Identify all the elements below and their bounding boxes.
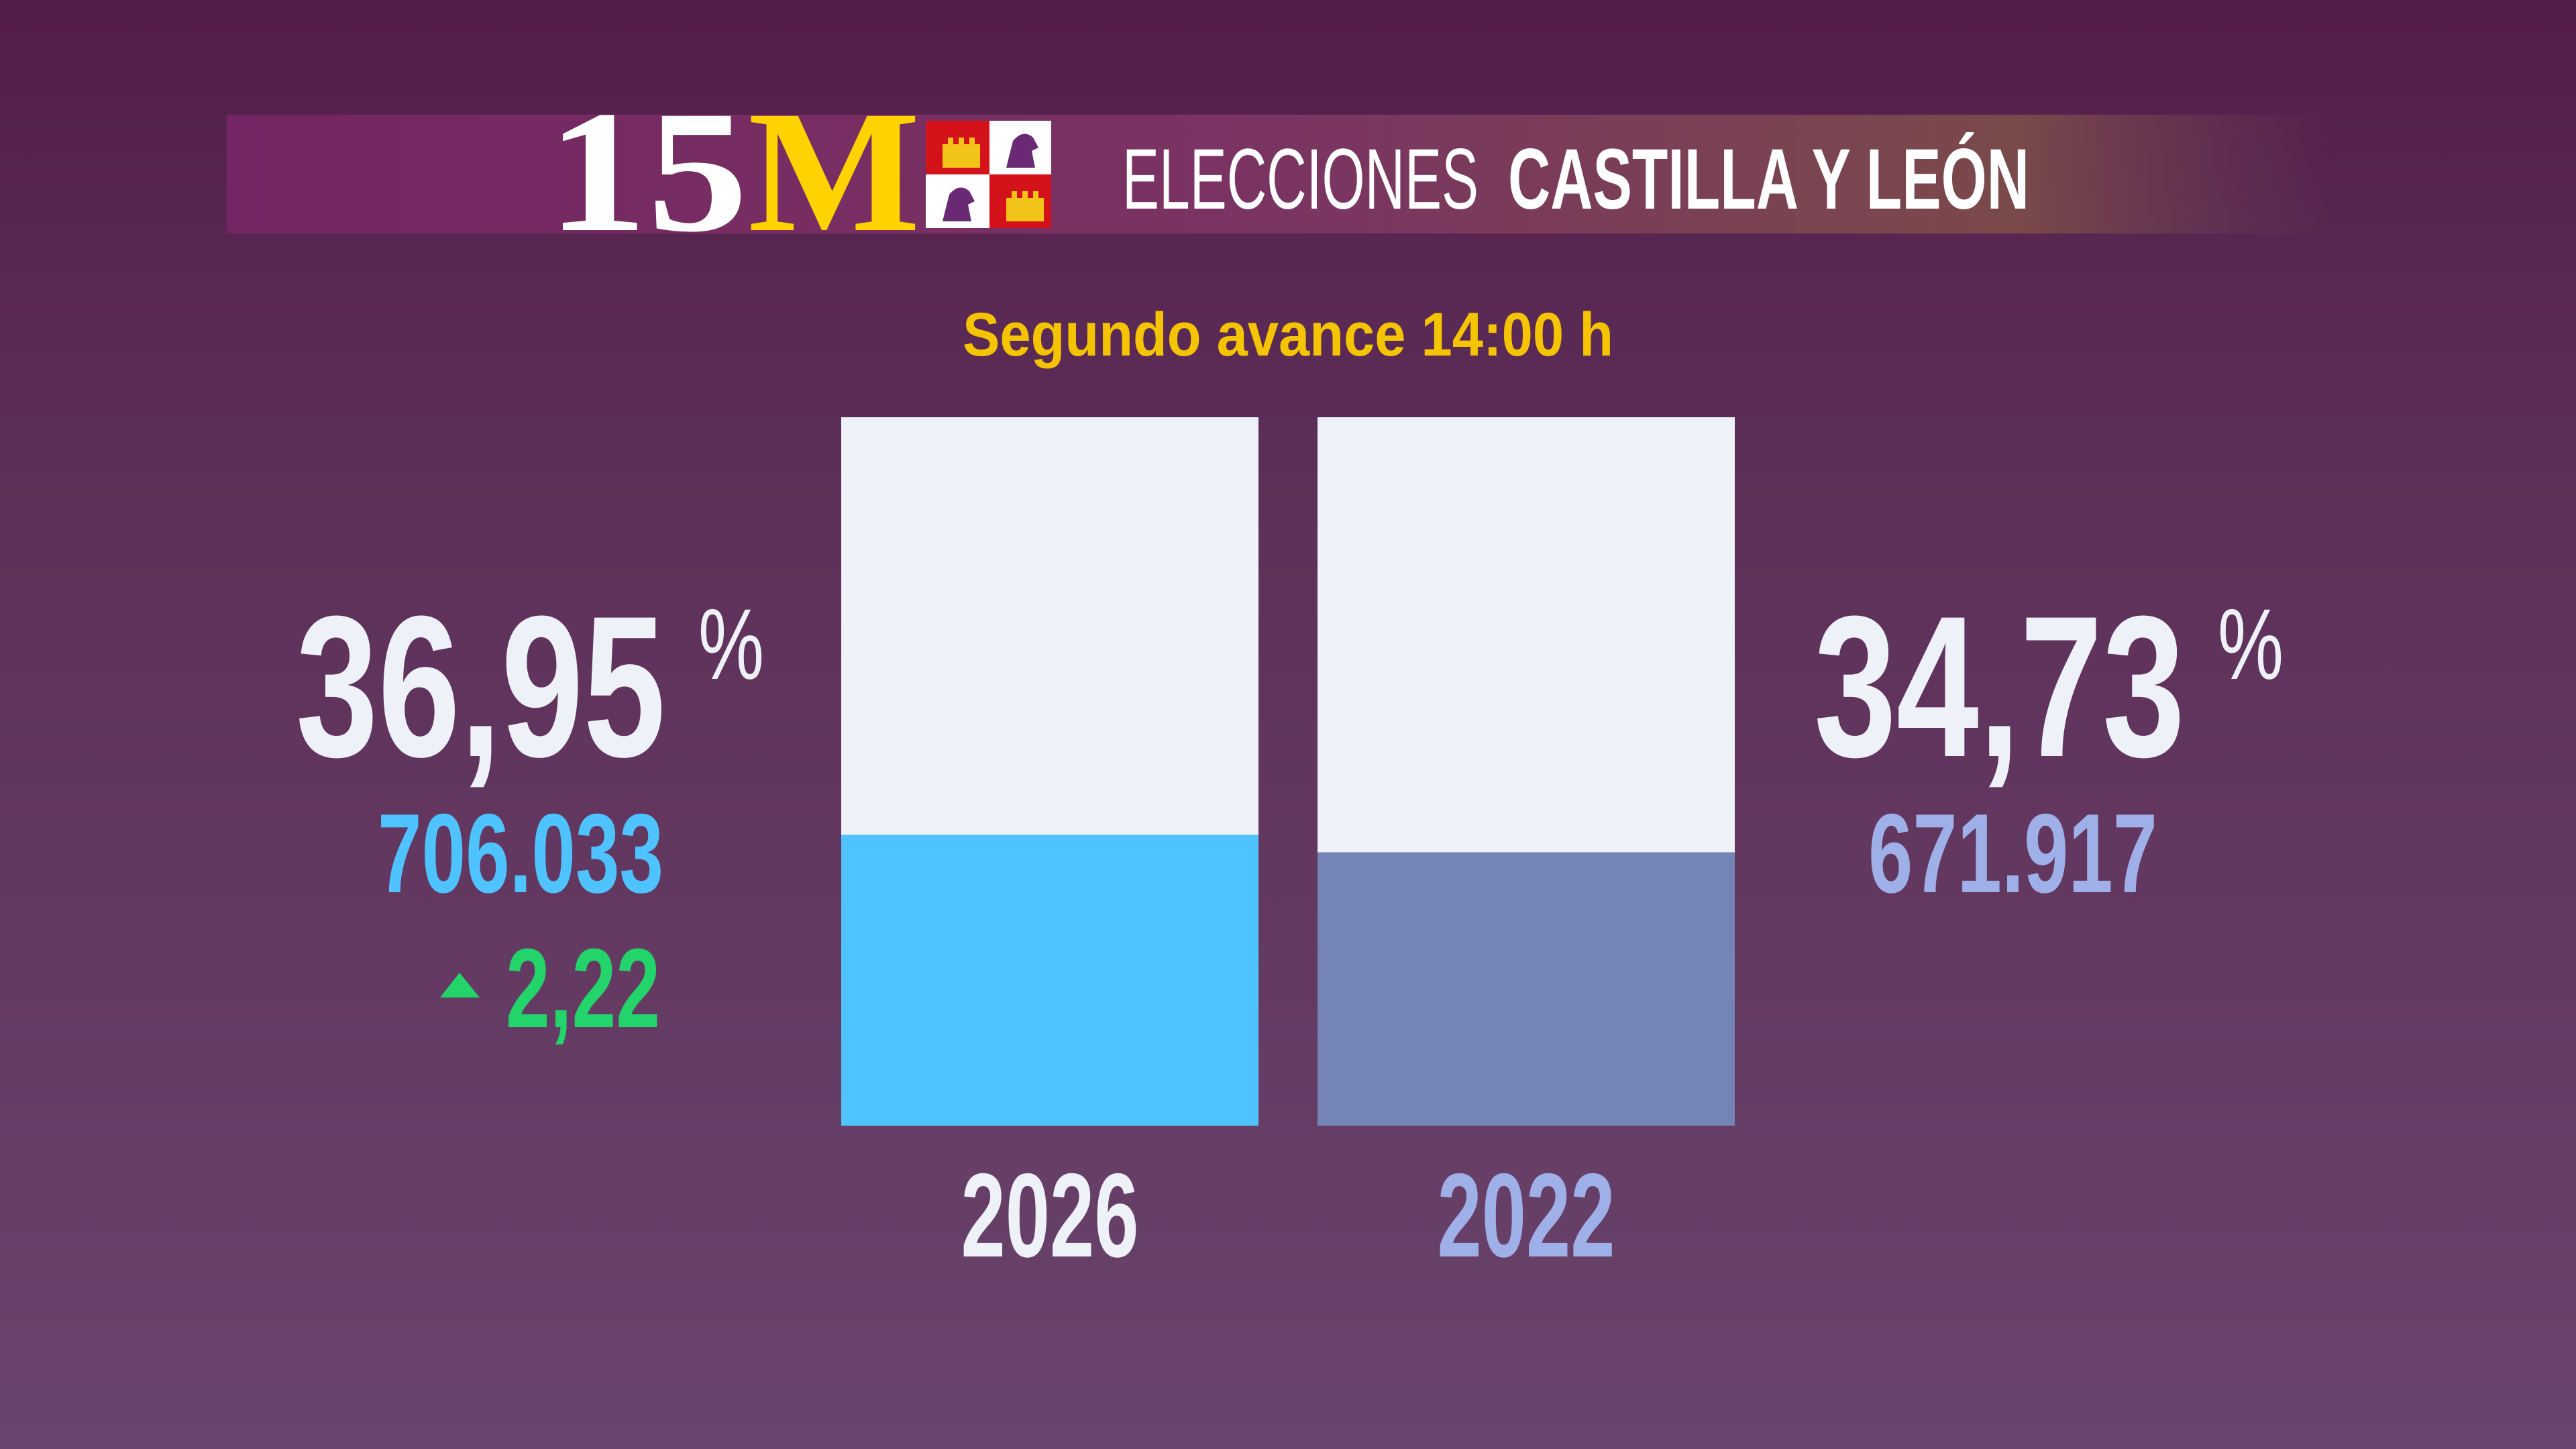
logo-letter: M (748, 75, 920, 268)
flag (926, 121, 1051, 228)
header-band (227, 115, 2333, 233)
change-label: 2,22 (506, 925, 660, 1051)
votes-label: 671.917 (1868, 790, 2157, 916)
value-label: 34,73 (1814, 574, 2185, 799)
chart-title: Segundo avance 14:00 h (963, 301, 1613, 369)
header-title-light: ELECCIONES (1122, 131, 1479, 227)
votes-label: 706.033 (378, 790, 663, 916)
logo-number: 15 (547, 75, 748, 268)
x-tick-label: 2026 (961, 1148, 1139, 1282)
change-arrow (440, 973, 480, 998)
x-tick-label: 2022 (1438, 1148, 1615, 1282)
bar (841, 835, 1258, 1126)
header-title-bold: CASTILLA Y LEÓN (1508, 131, 2029, 227)
unit-label: % (2218, 588, 2284, 700)
unit-label: % (698, 588, 764, 700)
bar (1318, 852, 1735, 1126)
value-label: 36,95 (296, 574, 665, 799)
